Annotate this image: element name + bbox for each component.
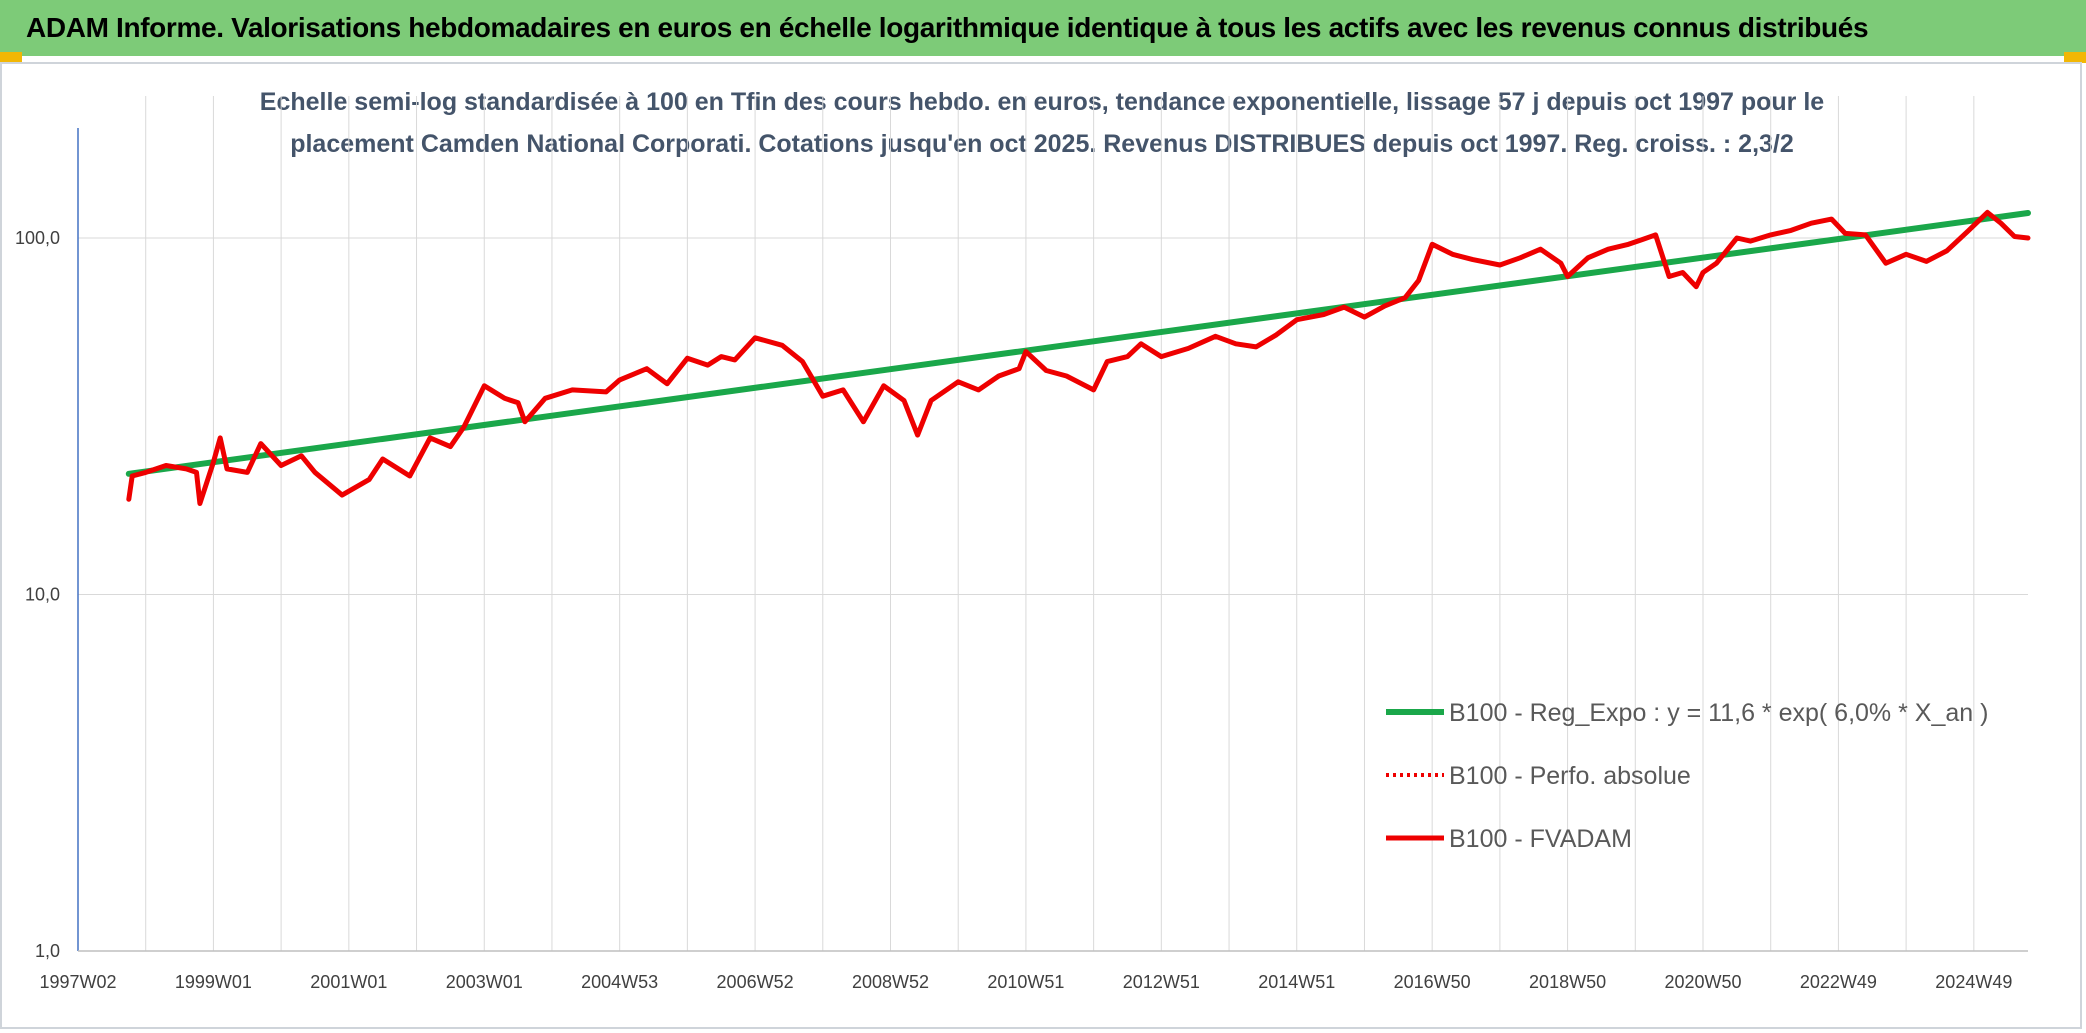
y-tick-label: 1,0 xyxy=(35,941,60,961)
x-tick-label: 2024W49 xyxy=(1935,972,2012,992)
x-tick-label: 2012W51 xyxy=(1123,972,1200,992)
chart-subtitle-line-2: placement Camden National Corporati. Cot… xyxy=(290,130,1794,158)
x-tick-label: 2008W52 xyxy=(852,972,929,992)
x-tick-label: 1997W02 xyxy=(39,972,116,992)
y-tick-label: 10,0 xyxy=(25,585,60,605)
corner-marker-right xyxy=(2064,52,2086,63)
x-tick-label: 2016W50 xyxy=(1394,972,1471,992)
trend-line xyxy=(125,210,2031,477)
log-line-chart: Echelle semi-log standardisée à 100 en T… xyxy=(15,88,2031,992)
x-tick-label: 2018W50 xyxy=(1529,972,1606,992)
x-tick-label: 2014W51 xyxy=(1258,972,1335,992)
report-title: ADAM Informe. Valorisations hebdomadaire… xyxy=(26,12,1869,43)
gridlines xyxy=(78,96,2028,951)
fvadam-line xyxy=(126,209,2031,506)
y-tick-label: 100,0 xyxy=(15,228,60,248)
legend-label: B100 - FVADAM xyxy=(1449,825,1632,853)
corner-marker-left xyxy=(0,52,22,63)
chart-subtitle-line-1: Echelle semi-log standardisée à 100 en T… xyxy=(260,88,1825,116)
x-tick-label: 2004W53 xyxy=(581,972,658,992)
chart-frame: Echelle semi-log standardisée à 100 en T… xyxy=(0,62,2082,1029)
x-tick-label: 2001W01 xyxy=(310,972,387,992)
legend-label: B100 - Perfo. absolue xyxy=(1449,762,1691,790)
axes: 1,0 10,0 100,0 1997W02 1999W01 2001W01 2003W01… xyxy=(15,128,2028,992)
x-tick-label: 2006W52 xyxy=(717,972,794,992)
x-tick-label: 2020W50 xyxy=(1664,972,1741,992)
report-header: ADAM Informe. Valorisations hebdomadaire… xyxy=(0,0,2086,56)
x-tick-label: 1999W01 xyxy=(175,972,252,992)
series-layer xyxy=(125,209,2031,506)
legend-label: B100 - Reg_Expo : y = 11,6 * exp( 6,0% *… xyxy=(1449,699,1988,727)
x-tick-label: 2022W49 xyxy=(1800,972,1877,992)
x-tick-label: 2010W51 xyxy=(987,972,1064,992)
x-tick-label: 2003W01 xyxy=(446,972,523,992)
legend: B100 - Reg_Expo : y = 11,6 * exp( 6,0% *… xyxy=(1386,699,1988,853)
